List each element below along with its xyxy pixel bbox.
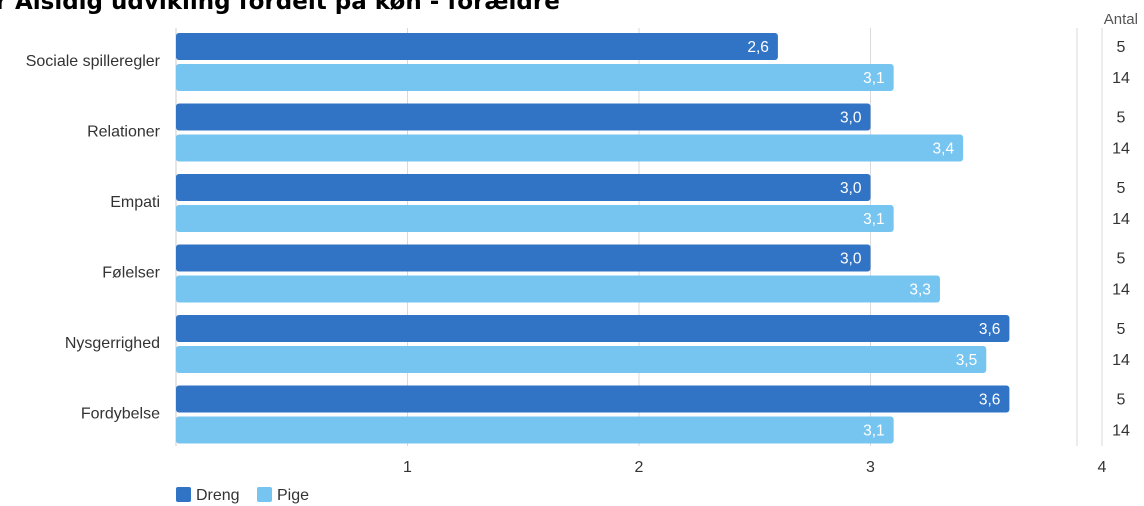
bar-pige [176, 275, 940, 303]
bar-pige [176, 64, 894, 91]
count-value: 5 [1117, 251, 1126, 268]
count-header: Antal [1104, 11, 1138, 28]
legend: Dreng Pige [176, 487, 309, 504]
bar-pige [176, 205, 894, 232]
x-tick-label: 2 [635, 459, 644, 476]
bar-dreng [176, 33, 778, 60]
bar-value-label: 3,1 [863, 70, 885, 87]
count-value: 5 [1117, 392, 1126, 409]
bar-dreng [176, 244, 871, 272]
category-labels: Sociale spilleregler Relationer Empati Føle… [26, 53, 161, 423]
category-label: Empati [110, 194, 160, 211]
count-value: 5 [1117, 39, 1126, 56]
bar-value-label: 3,6 [979, 321, 1001, 338]
count-value: 5 [1117, 321, 1126, 338]
count-value: 14 [1112, 70, 1130, 87]
bar-pige [176, 416, 894, 444]
bar-value-label: 3,0 [840, 180, 862, 197]
legend-label: Dreng [196, 487, 240, 504]
category-label: Sociale spilleregler [26, 53, 161, 70]
bar-dreng [176, 103, 871, 131]
legend-swatch [257, 487, 272, 502]
bar-dreng [176, 315, 1010, 342]
bar-value-label: 3,1 [863, 423, 885, 440]
bar-value-label: 3,1 [863, 211, 885, 228]
count-value: 14 [1112, 141, 1130, 158]
grid-lines [175, 28, 1103, 446]
category-label: Følelser [102, 265, 160, 282]
count-column: Antal 5 14 5 14 5 14 5 14 5 14 5 14 [1104, 11, 1138, 440]
bar-dreng [176, 174, 871, 201]
count-value: 5 [1117, 110, 1126, 127]
x-axis-ticks: 1 2 3 4 [403, 459, 1107, 476]
bar-dreng [176, 385, 1010, 413]
count-value: 14 [1112, 211, 1130, 228]
bars: 2,63,13,03,43,03,13,03,33,63,53,63,1 [176, 33, 1010, 444]
bar-value-label: 3,6 [979, 392, 1001, 409]
bar-pige [176, 346, 987, 373]
bar-value-label: 3,3 [909, 282, 931, 299]
bar-value-label: 2,6 [747, 39, 769, 56]
x-tick-label: 4 [1098, 459, 1107, 476]
chart-title: er Alsidig udvikling fordelt på køn - fo… [0, 0, 560, 15]
legend-swatch [176, 487, 191, 502]
x-tick-label: 3 [866, 459, 875, 476]
x-tick-label: 1 [403, 459, 412, 476]
bar-value-label: 3,5 [956, 352, 978, 369]
bar-value-label: 3,0 [840, 251, 862, 268]
category-label: Nysgerrighed [65, 335, 160, 352]
count-value: 5 [1117, 180, 1126, 197]
count-value: 14 [1112, 282, 1130, 299]
bar-pige [176, 134, 964, 162]
bar-value-label: 3,0 [840, 110, 862, 127]
count-value: 14 [1112, 423, 1130, 440]
category-label: Relationer [87, 124, 161, 141]
count-value: 14 [1112, 352, 1130, 369]
category-label: Fordybelse [81, 406, 160, 423]
legend-label: Pige [277, 487, 309, 504]
bar-value-label: 3,4 [933, 141, 955, 158]
